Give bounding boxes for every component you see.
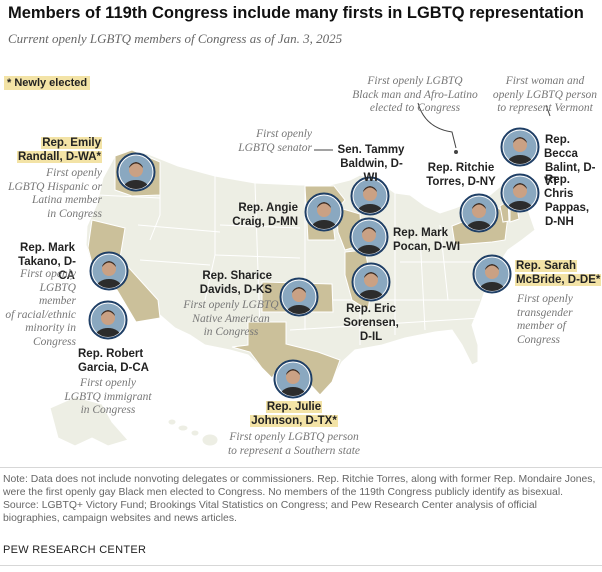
label-mark-takano: Rep. Mark Takano, D-CA: [18, 242, 76, 282]
portrait-julie-johnson: [275, 361, 312, 406]
label-sharice-davids: Rep. Sharice Davids, D-KS: [199, 270, 272, 296]
note-becca-balint: First woman and openly LGBTQ person to rep…: [492, 75, 598, 114]
us-map: [49, 102, 551, 447]
label-sarah-mcbride: Rep. Sarah McBride, D-DE*: [515, 260, 602, 286]
label-robert-garcia: Rep. Robert Garcia, D-CA: [78, 348, 149, 374]
note-mark-takano: First openly LGBTQ member of racial/ethnic…: [5, 268, 76, 348]
alaska: [49, 396, 129, 447]
page-title: Members of 119th Congress include many f…: [8, 4, 584, 22]
note-ritchie-torres: First openly LGBTQ Black man and Afro-Lat…: [352, 75, 478, 114]
label-emily-randall: Rep. Emily Randall, D-WA*: [16, 137, 102, 163]
source-notes: Note: Data does not include nonvoting de…: [3, 474, 596, 524]
subtitle: Current openly LGBTQ members of Congress…: [8, 31, 343, 46]
note-robert-garcia: First openly LGBTQ immigrant in Congress: [64, 377, 152, 416]
label-ritchie-torres: Rep. Ritchie Torres, D-NY: [426, 162, 496, 188]
divider-top: [0, 467, 602, 468]
portrait-becca-balint: [502, 129, 539, 174]
label-angie-craig: Rep. Angie Craig, D-MN: [232, 202, 298, 228]
label-julie-johnson: Rep. Julie Johnson, D-TX*: [250, 401, 338, 427]
label-chris-pappas: Rep. Chris Pappas, D-NH: [544, 174, 590, 228]
note-julie-johnson: First openly LGBTQ person to represent a …: [227, 431, 361, 457]
note-emily-randall: First openly LGBTQ Hispanic or Latina memb…: [8, 167, 102, 220]
label-mark-pocan: Rep. Mark Pocan, D-WI: [393, 227, 461, 253]
label-becca-balint: Rep. Becca Balint, D-VT: [544, 134, 596, 188]
divider-bottom: [0, 565, 602, 566]
label-tammy-baldwin: Sen. Tammy Baldwin, D-WI: [337, 144, 405, 184]
portrait-robert-garcia: [90, 302, 127, 347]
hawaii: [167, 418, 219, 447]
note-tammy-baldwin: First openly LGBTQ senator: [238, 128, 312, 154]
footer-pew-research-center: PEW RESEARCH CENTER: [3, 544, 147, 556]
legend-newly-elected: * Newly elected: [4, 76, 91, 90]
note-sharice-davids: First openly LGBTQ Native American in Cong…: [183, 299, 279, 338]
note-sarah-mcbride: First openly transgender member of Congress: [517, 293, 573, 346]
label-eric-sorensen: Rep. Eric Sorensen, D-IL: [343, 303, 399, 343]
